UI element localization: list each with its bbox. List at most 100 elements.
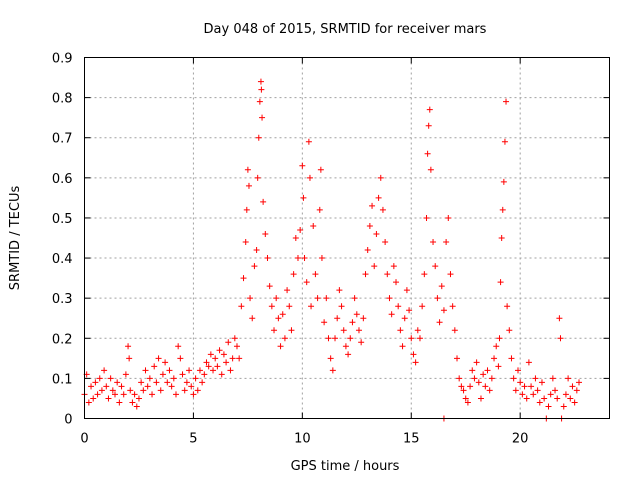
data-point (419, 303, 426, 310)
data-point (501, 138, 508, 145)
data-point (510, 375, 517, 382)
grid-lines (84, 57, 610, 419)
data-point (308, 303, 315, 310)
data-point (451, 327, 458, 334)
data-point (464, 399, 471, 406)
data-point (216, 347, 223, 354)
data-point (284, 287, 291, 294)
data-points (81, 78, 583, 422)
data-point (133, 403, 140, 410)
data-point (554, 395, 561, 402)
data-point (377, 174, 384, 181)
data-point (292, 235, 299, 241)
data-point (253, 247, 260, 254)
data-point (218, 371, 225, 378)
data-point (162, 359, 169, 366)
data-point (120, 391, 127, 398)
data-point (482, 383, 489, 390)
data-point (290, 271, 297, 278)
data-point (177, 355, 184, 362)
data-point (467, 383, 474, 390)
data-point (508, 355, 515, 362)
data-point (306, 174, 313, 181)
data-point (565, 375, 572, 382)
data-point (264, 255, 271, 262)
data-point (166, 367, 173, 374)
data-point (122, 371, 129, 378)
data-point (168, 383, 175, 390)
data-point (399, 343, 406, 350)
data-point (288, 327, 295, 334)
data-point (192, 375, 199, 382)
data-point (358, 339, 365, 346)
data-point (430, 239, 437, 246)
data-point (519, 391, 526, 398)
data-point (238, 303, 245, 310)
data-point (220, 351, 227, 358)
data-point (557, 335, 564, 342)
data-point (473, 359, 480, 366)
data-point (360, 315, 367, 322)
data-point (412, 359, 419, 366)
data-point (164, 379, 171, 386)
y-tick-labels: 0 0.1 0.2 0.3 0.4 0.5 0.6 0.7 0.8 0.9 (52, 52, 73, 428)
data-point (388, 311, 395, 318)
data-point (223, 359, 230, 366)
y-axis-label: SRMTID / TECUs (8, 186, 23, 291)
data-point (305, 138, 312, 145)
data-point (188, 383, 195, 390)
data-point (469, 367, 476, 374)
data-point (190, 391, 197, 398)
data-point (175, 343, 182, 350)
data-point (495, 363, 502, 370)
data-point (434, 295, 441, 302)
data-point (181, 387, 188, 394)
data-point (212, 355, 219, 362)
data-point (96, 375, 103, 382)
x-tick-labels: 0 5 10 15 20 (80, 432, 528, 447)
x-tick-label: 5 (189, 432, 197, 447)
data-point (571, 399, 578, 406)
data-point (340, 327, 347, 334)
data-point (445, 214, 452, 221)
data-point (103, 383, 110, 390)
data-point (229, 355, 236, 362)
data-point (92, 379, 99, 386)
y-tick-label: 0.4 (52, 252, 73, 267)
data-point (225, 339, 232, 346)
data-point (338, 303, 345, 310)
data-point (349, 319, 356, 326)
data-point (506, 327, 513, 334)
data-point (351, 295, 358, 302)
data-point (131, 391, 138, 398)
data-point (424, 150, 431, 157)
data-point (355, 327, 362, 334)
data-point (569, 383, 576, 390)
data-point (199, 379, 206, 386)
data-point (342, 343, 349, 350)
data-point (460, 387, 467, 394)
data-point (406, 307, 413, 314)
data-point (88, 383, 95, 390)
data-point (329, 367, 336, 374)
data-point (186, 367, 193, 374)
data-point (214, 363, 221, 370)
data-point (523, 395, 530, 402)
data-point (300, 194, 307, 201)
data-point (345, 351, 352, 358)
data-point (98, 387, 105, 394)
data-point (247, 295, 254, 302)
data-point (129, 399, 136, 406)
data-point (271, 327, 278, 334)
data-point (294, 255, 301, 262)
data-point (336, 287, 343, 294)
data-point (321, 319, 328, 326)
data-point (312, 271, 319, 278)
data-point (410, 351, 417, 358)
data-point (432, 263, 439, 270)
data-point (146, 375, 153, 382)
data-point (317, 166, 324, 173)
data-point (480, 371, 487, 378)
data-point (251, 263, 258, 270)
data-point (153, 379, 160, 386)
